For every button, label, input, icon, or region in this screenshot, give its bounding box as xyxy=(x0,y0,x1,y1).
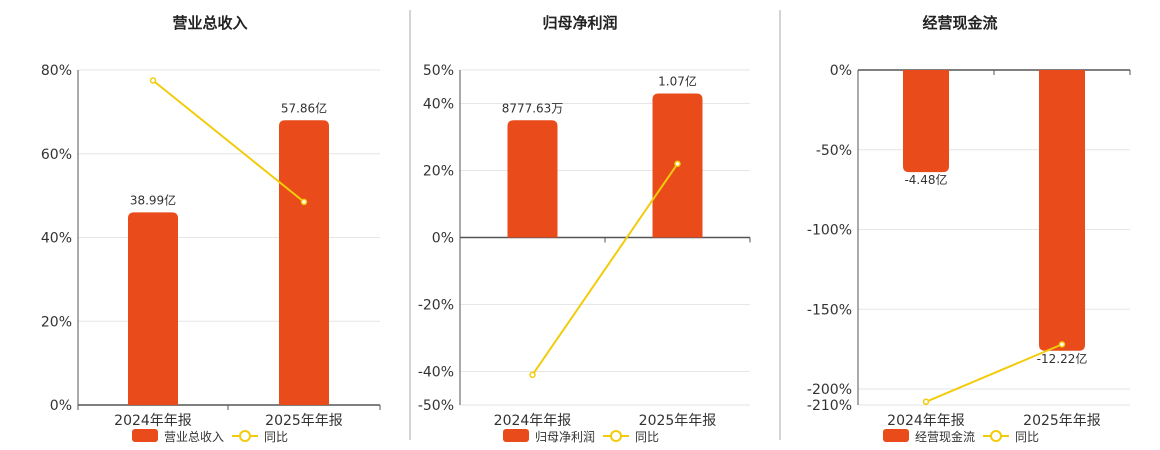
yoy-line xyxy=(152,79,305,203)
y-tick-label: -210% xyxy=(807,398,852,414)
y-tick-label: 20% xyxy=(41,314,72,330)
chart-title: 营业总收入 xyxy=(172,14,247,32)
yoy-point xyxy=(674,160,681,168)
legend-line-label: 同比 xyxy=(1015,430,1039,444)
y-tick-label: 0% xyxy=(432,231,454,247)
legend-bar-swatch xyxy=(503,429,529,442)
legend-line-marker xyxy=(990,430,1002,442)
y-tick-label: 40% xyxy=(423,97,454,113)
y-tick-label: -100% xyxy=(807,223,852,239)
cash-flow-chart: 经营现金流 -210%-200% -150% -100% -50% 0% 2024年年报 20… xyxy=(807,14,1131,444)
y-tick-label: -200% xyxy=(807,382,852,398)
legend-bar-label: 经营现金流 xyxy=(915,429,975,444)
chart-title: 经营现金流 xyxy=(922,14,997,32)
legend-line-label: 同比 xyxy=(264,430,288,444)
y-tick-label: 20% xyxy=(423,164,454,180)
x-tick-label: 2025年年报 xyxy=(1023,413,1101,429)
yoy-line xyxy=(925,343,1063,403)
y-tick-label: 0% xyxy=(50,398,72,414)
revenue-chart: 营业总收入 0% 20% 40% 60% 80% 2024年年报 2025年年报 38.99亿 5… xyxy=(41,14,381,444)
yoy-point xyxy=(149,77,157,84)
y-tick-label: 80% xyxy=(41,63,72,79)
legend-bar-swatch xyxy=(883,429,909,442)
legend-line-marker xyxy=(239,430,251,442)
yoy-point xyxy=(1058,341,1066,348)
legend-bar-label: 营业总收入 xyxy=(164,430,224,444)
y-tick-label: -20% xyxy=(418,298,454,314)
y-tick-label: 50% xyxy=(423,63,454,79)
bar-data-label: -12.22亿 xyxy=(1037,351,1088,366)
bar xyxy=(903,70,949,173)
legend-line-label: 同比 xyxy=(635,430,659,444)
x-tick-label: 2025年年报 xyxy=(639,413,717,429)
x-tick-label: 2024年年报 xyxy=(114,413,192,429)
y-tick-label: 60% xyxy=(41,147,72,163)
legend-line-marker xyxy=(610,430,622,442)
y-tick-label: -50% xyxy=(816,143,852,159)
legend-bar-swatch xyxy=(132,429,158,442)
y-tick-label: 40% xyxy=(41,231,72,247)
yoy-point xyxy=(922,398,930,406)
chart-title: 归母净利润 xyxy=(542,14,617,32)
x-tick-label: 2024年年报 xyxy=(494,413,572,429)
x-tick-label: 2025年年报 xyxy=(265,413,343,429)
bar-data-label: 38.99亿 xyxy=(130,192,176,207)
y-tick-label: 0% xyxy=(830,63,852,79)
bar-data-label: 8777.63万 xyxy=(502,101,564,115)
yoy-point xyxy=(300,198,308,206)
bar xyxy=(1039,70,1085,351)
bar-data-label: 57.86亿 xyxy=(281,100,327,115)
bar-data-label: 1.07亿 xyxy=(658,73,697,88)
y-tick-label: -150% xyxy=(807,302,852,318)
legend-bar-label: 归母净利润 xyxy=(535,430,595,444)
net-profit-chart: 归母净利润 -50% -40% -20% 0% 20% 40% 50% 2024年年报 2025年… xyxy=(418,14,751,444)
bar xyxy=(507,120,558,238)
x-tick-label: 2024年年报 xyxy=(887,413,965,429)
bar-data-label: -4.48亿 xyxy=(904,172,947,187)
yoy-line xyxy=(531,163,679,376)
bar xyxy=(279,120,329,405)
y-tick-label: -40% xyxy=(418,365,454,381)
y-tick-label: -50% xyxy=(418,398,454,414)
yoy-point xyxy=(529,371,536,379)
bar xyxy=(128,212,178,405)
